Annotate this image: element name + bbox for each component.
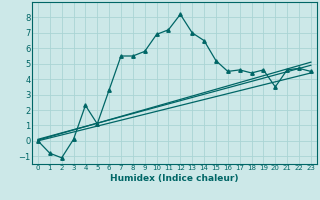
X-axis label: Humidex (Indice chaleur): Humidex (Indice chaleur) [110,174,239,183]
